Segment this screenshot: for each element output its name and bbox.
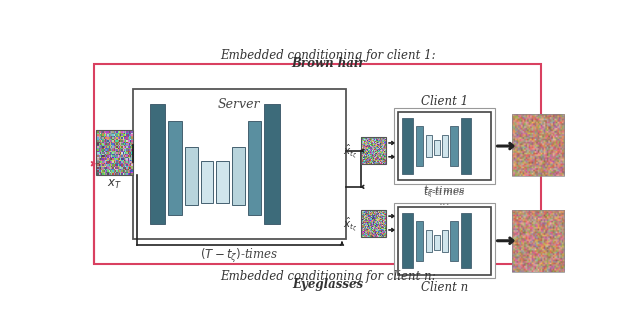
- Bar: [397, 207, 491, 275]
- Text: ...: ...: [438, 195, 450, 208]
- Bar: [95, 130, 132, 175]
- Bar: [394, 108, 495, 184]
- Bar: [168, 122, 182, 215]
- Bar: [94, 64, 541, 264]
- Bar: [184, 147, 198, 204]
- Text: $\hat{x}_{t_{\zeta}}$: $\hat{x}_{t_{\zeta}}$: [343, 215, 358, 234]
- Text: Client 1: Client 1: [420, 95, 468, 108]
- Bar: [426, 230, 432, 252]
- Bar: [415, 126, 423, 166]
- Bar: [232, 147, 245, 204]
- Bar: [150, 104, 165, 224]
- Bar: [434, 140, 440, 155]
- Text: $t_{\zeta}$-times: $t_{\zeta}$-times: [423, 186, 465, 201]
- Bar: [360, 137, 386, 164]
- Bar: [442, 135, 448, 157]
- Bar: [426, 135, 432, 157]
- Bar: [434, 235, 440, 250]
- Bar: [451, 126, 458, 166]
- Text: $(T - t_{\zeta})$-times: $(T - t_{\zeta})$-times: [200, 247, 278, 265]
- Bar: [201, 161, 213, 203]
- Bar: [415, 221, 423, 261]
- Text: Brown hair: Brown hair: [291, 58, 365, 71]
- Text: $\hat{x}_{t_{\zeta}}$: $\hat{x}_{t_{\zeta}}$: [343, 142, 358, 161]
- Text: Client n: Client n: [420, 281, 468, 294]
- Bar: [132, 89, 346, 239]
- Bar: [451, 221, 458, 261]
- Bar: [264, 104, 280, 224]
- Bar: [248, 122, 261, 215]
- Text: Embedded conditioning for client n:: Embedded conditioning for client n:: [220, 270, 436, 283]
- Bar: [394, 203, 495, 279]
- Text: $t_{\zeta}$-times: $t_{\zeta}$-times: [423, 183, 465, 198]
- Bar: [360, 210, 386, 237]
- Text: $x_T$: $x_T$: [107, 178, 122, 191]
- Bar: [461, 118, 472, 174]
- Text: Embedded conditioning for client 1:: Embedded conditioning for client 1:: [220, 49, 436, 62]
- Text: Server: Server: [218, 98, 260, 111]
- Bar: [397, 112, 491, 180]
- Bar: [511, 210, 564, 272]
- Bar: [461, 213, 472, 268]
- Bar: [442, 230, 448, 252]
- Bar: [403, 213, 413, 268]
- Bar: [511, 114, 564, 176]
- Bar: [403, 118, 413, 174]
- Bar: [216, 161, 229, 203]
- Text: Eyeglasses: Eyeglasses: [292, 279, 364, 292]
